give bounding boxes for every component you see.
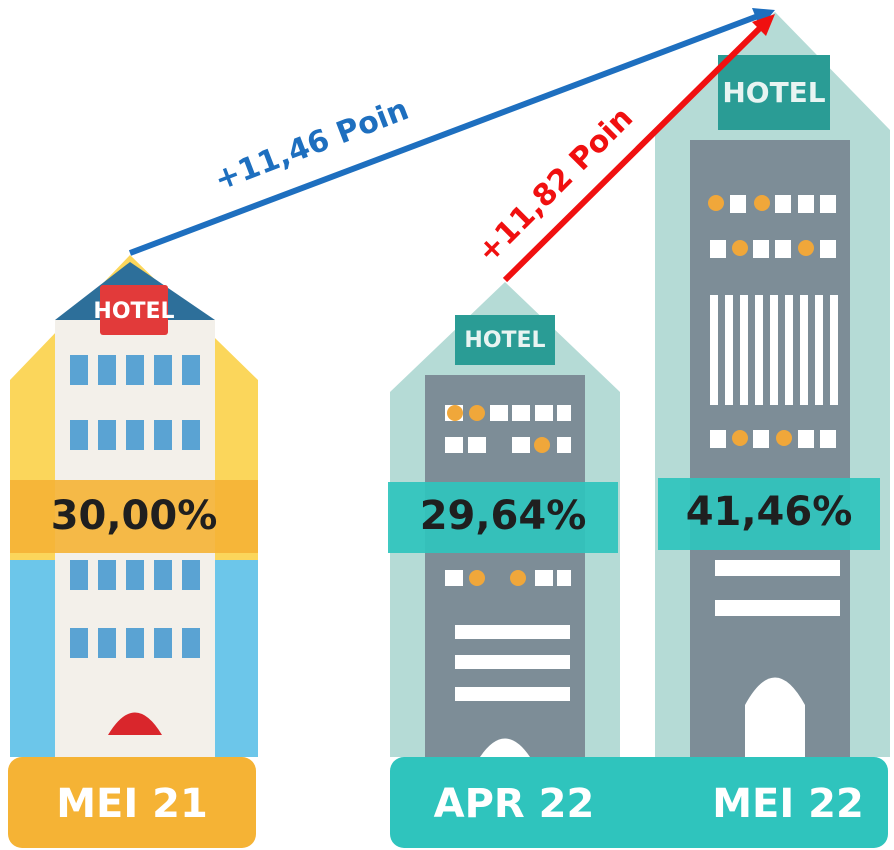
value-label: 41,46% (686, 489, 853, 535)
hotel-sign: HOTEL (722, 76, 825, 109)
value-label: 30,00% (51, 493, 218, 539)
building-apr-22: HOTEL 29,64% (388, 282, 620, 757)
annotation: +11,82 Poin (471, 101, 641, 271)
value-label: 29,64% (420, 493, 587, 539)
period-labels: MEI 21 APR 22 MEI 22 (8, 757, 888, 848)
period-label: MEI 22 (712, 781, 864, 827)
hotel-sign: HOTEL (464, 328, 545, 353)
period-label: APR 22 (434, 781, 595, 827)
building-mei-22: HOTEL 41,46% (655, 12, 890, 757)
hotel-sign: HOTEL (93, 299, 174, 324)
building-mei-21: HOTEL 30,00% (10, 255, 258, 757)
period-label: MEI 21 (56, 781, 208, 827)
